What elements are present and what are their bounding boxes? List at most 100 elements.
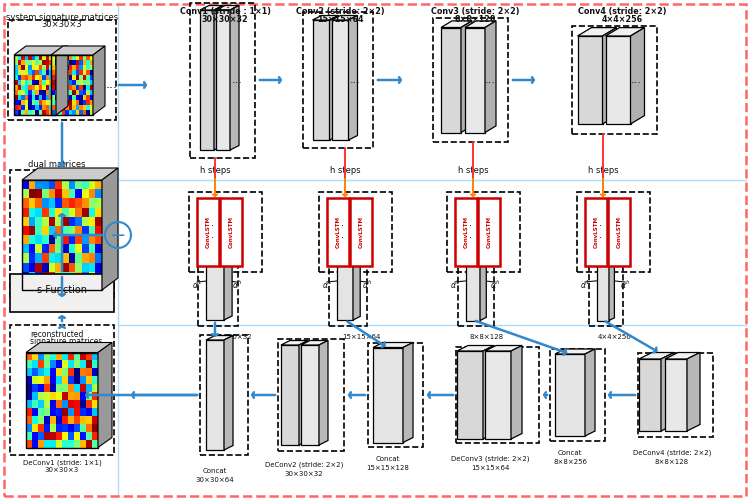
Polygon shape [68,432,74,440]
Polygon shape [46,90,49,95]
Polygon shape [46,70,49,75]
Polygon shape [38,105,42,110]
Text: 4×4×256: 4×4×256 [598,334,632,340]
Polygon shape [44,392,50,400]
Polygon shape [14,90,17,95]
Polygon shape [69,254,75,262]
Text: 30×30×64: 30×30×64 [196,477,234,483]
Polygon shape [82,70,86,75]
Polygon shape [25,80,28,85]
Polygon shape [38,352,44,360]
Polygon shape [32,384,38,392]
Polygon shape [86,376,92,384]
Text: 4×4×256: 4×4×256 [602,15,643,24]
Polygon shape [72,100,76,105]
Bar [350,198,372,266]
Polygon shape [76,90,79,95]
Polygon shape [35,216,42,226]
Polygon shape [14,55,17,60]
Polygon shape [14,46,68,55]
Polygon shape [49,60,52,65]
Polygon shape [38,90,42,95]
Polygon shape [62,262,69,272]
Polygon shape [38,75,42,80]
Polygon shape [28,189,35,198]
Polygon shape [480,252,486,320]
Text: $\alpha^h$: $\alpha^h$ [232,279,242,291]
Polygon shape [313,20,329,140]
Polygon shape [79,100,82,105]
Polygon shape [72,75,76,80]
Polygon shape [80,440,86,448]
Polygon shape [92,384,98,392]
Polygon shape [82,95,86,100]
Polygon shape [68,368,74,376]
Polygon shape [76,85,79,90]
Polygon shape [14,100,17,105]
Polygon shape [605,36,631,124]
Polygon shape [42,208,49,216]
Polygon shape [44,360,50,368]
Polygon shape [26,408,32,416]
Polygon shape [62,75,65,80]
Polygon shape [28,254,35,262]
Polygon shape [32,400,38,408]
Polygon shape [329,16,338,140]
Polygon shape [38,95,42,100]
Polygon shape [26,424,32,432]
Polygon shape [21,105,25,110]
Polygon shape [74,368,80,376]
Polygon shape [26,384,32,392]
Text: ...: ... [232,75,242,85]
Polygon shape [82,281,88,290]
Polygon shape [80,392,86,400]
Polygon shape [35,208,42,216]
Text: system signature matrices: system signature matrices [6,13,118,22]
Text: Concat: Concat [202,468,227,474]
Polygon shape [44,408,50,416]
Polygon shape [68,400,74,408]
Polygon shape [51,80,55,85]
Polygon shape [89,85,93,90]
Polygon shape [332,20,349,140]
Polygon shape [22,216,28,226]
Polygon shape [62,90,65,95]
Polygon shape [32,55,35,60]
Polygon shape [82,189,88,198]
Polygon shape [25,95,28,100]
Text: $\alpha^1$: $\alpha^1$ [450,279,460,291]
Polygon shape [313,16,338,20]
Polygon shape [76,55,79,60]
Polygon shape [86,95,89,100]
Polygon shape [49,262,55,272]
Polygon shape [80,416,86,424]
Polygon shape [72,95,76,100]
Polygon shape [22,262,28,272]
Polygon shape [42,90,46,95]
Text: ConvLSTM: ConvLSTM [335,216,340,248]
Polygon shape [38,432,44,440]
Text: h steps: h steps [588,166,618,175]
Polygon shape [216,10,230,150]
Polygon shape [68,424,74,432]
Polygon shape [69,208,75,216]
Polygon shape [35,198,42,207]
Polygon shape [72,85,76,90]
Polygon shape [14,70,17,75]
Polygon shape [42,235,49,244]
Polygon shape [56,180,62,189]
Polygon shape [62,80,65,85]
Polygon shape [38,416,44,424]
Polygon shape [72,105,76,110]
Polygon shape [76,75,79,80]
Polygon shape [49,100,52,105]
Polygon shape [42,65,46,70]
Polygon shape [49,75,52,80]
Polygon shape [56,400,62,408]
Polygon shape [441,28,461,132]
Polygon shape [53,70,56,75]
Text: ·
·: · · [599,221,602,243]
Polygon shape [50,408,56,416]
Polygon shape [82,254,88,262]
Polygon shape [22,254,28,262]
